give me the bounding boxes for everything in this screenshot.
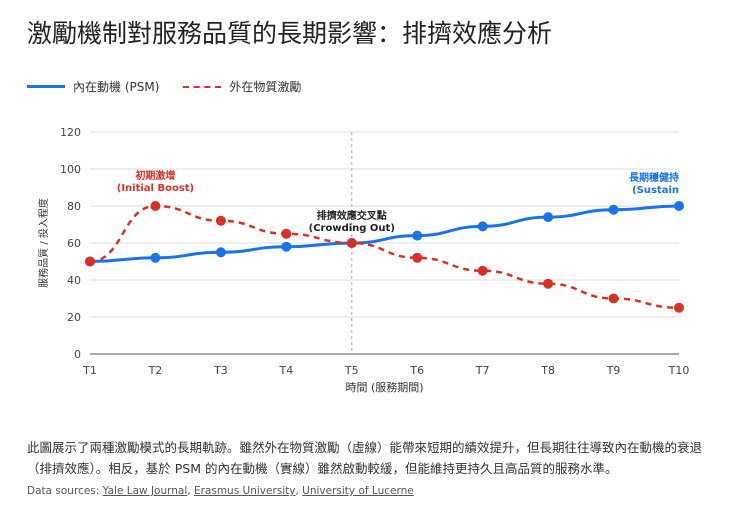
data-point [215,247,226,258]
x-tick-label: T10 [668,364,690,377]
legend: 內在動機 (PSM) 外在物質激勵 [27,78,325,95]
x-tick-label: T7 [475,364,490,377]
x-axis-title: 時間 (服務期間) [345,380,423,394]
y-tick-label: 100 [60,163,81,176]
data-point [674,302,684,313]
x-tick-label: T2 [148,364,163,377]
y-tick-label: 0 [74,348,81,361]
data-point [608,293,619,304]
data-point [281,241,292,252]
data-point [85,256,95,267]
source-link[interactable]: Yale Law Journal [102,485,188,497]
annotation-label: (Sustain [632,185,679,196]
annotation-label: (Crowding Out) [309,223,395,234]
y-tick-label: 20 [67,311,81,324]
annotation-label: 長期穩健持 [629,171,679,184]
data-point [674,201,684,211]
annotation-label: 初期激增 [135,169,175,182]
source-link[interactable]: Erasmus University [193,485,296,497]
y-tick-label: 60 [67,237,81,250]
annotation-label: 排擠效應交叉點 [317,209,387,222]
line-chart: 0 20 40 60 80 100 120 T1 T2 T3 T4 T5 T6 T7 T8 T9 T10 時間 (… [37,126,690,394]
legend-item-psm: 內在動機 (PSM) [27,78,159,95]
page-title: 激勵機制對服務品質的長期影響：排擠效應分析 [27,19,553,48]
series-line-1 [89,204,680,309]
x-tick-label: T1 [82,364,97,377]
series-line-0 [89,204,680,263]
data-point [543,212,554,223]
data-point [477,221,488,232]
data-point [281,228,292,239]
legend-item-extrinsic: 外在物質激勵 [183,78,301,95]
legend-label: 外在物質激勵 [229,80,302,94]
data-point [150,201,161,211]
x-tick-label: T6 [409,364,424,377]
y-tick-label: 40 [67,274,81,287]
data-point [412,230,423,241]
legend-swatch-dashed [183,85,222,88]
data-point [608,204,619,215]
y-tick-label: 80 [67,200,81,213]
data-point [543,278,554,289]
data-point [346,238,357,248]
y-tick-label: 120 [60,126,81,139]
chart-description: 此圖展示了兩種激勵模式的長期軌跡。雖然外在物質激勵（虛線）能帶來短期的績效提升，… [27,440,703,476]
x-tick-label: T9 [606,364,621,377]
sources-prefix: Data sources: [27,485,103,497]
data-point [477,265,488,276]
data-sources: Data sources: Yale Law Journal, Erasmus … [27,485,414,497]
data-point [215,215,226,226]
legend-label: 內在動機 (PSM) [73,80,160,94]
annotation-label: (Initial Boost) [117,183,194,194]
data-point [150,252,161,263]
x-tick-label: T8 [540,364,555,377]
source-link[interactable]: University of Lucerne [302,485,414,497]
x-tick-label: T3 [213,364,228,377]
legend-swatch-solid [27,85,65,88]
data-point [412,252,423,263]
x-tick-label: T5 [344,364,359,377]
x-tick-label: T4 [278,364,293,377]
y-axis-title: 服務品質 / 投入程度 [37,198,50,288]
